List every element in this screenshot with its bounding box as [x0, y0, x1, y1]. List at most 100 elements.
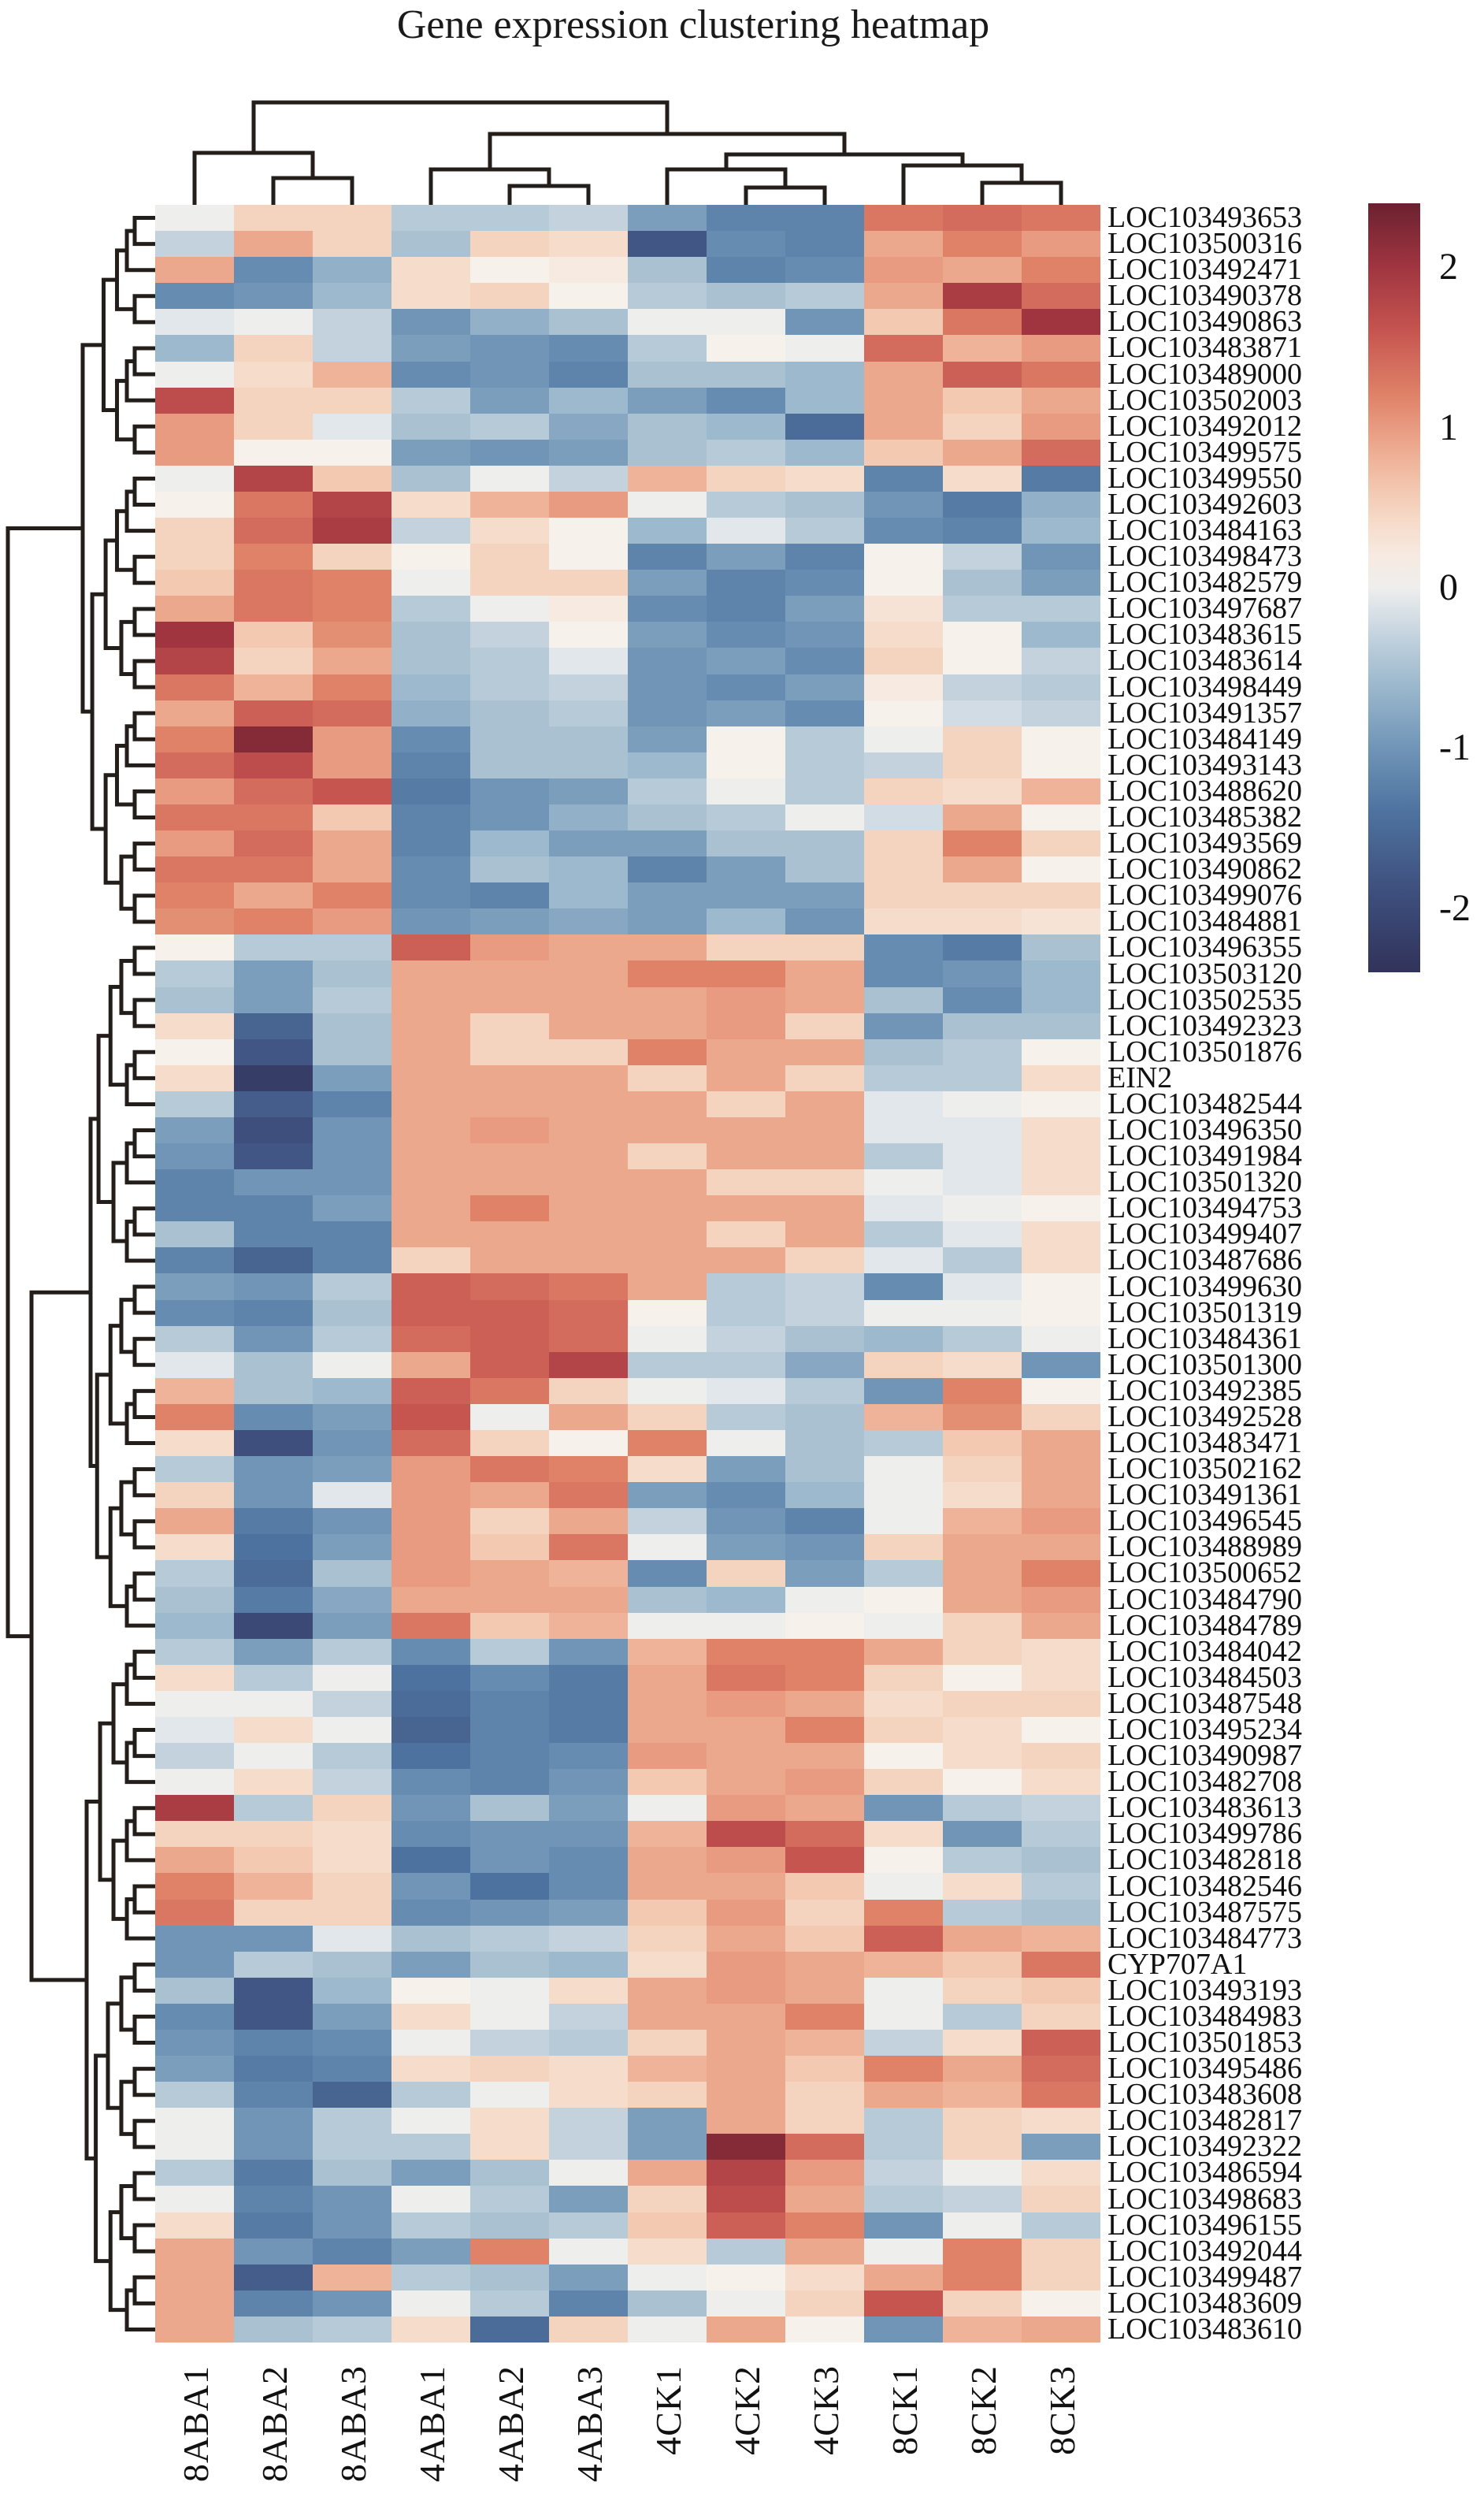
heatmap-cell	[864, 2134, 943, 2160]
heatmap-cell	[707, 1377, 785, 1404]
heatmap-cell	[707, 2264, 785, 2291]
heatmap-cell	[628, 1299, 707, 1326]
heatmap-cell	[313, 1430, 391, 1457]
heatmap-cell	[1022, 2082, 1100, 2108]
heatmap-cell	[313, 2316, 391, 2343]
heatmap-cell	[234, 205, 313, 232]
gene-label: LOC103487575	[1107, 1895, 1302, 1929]
heatmap-cell	[155, 1847, 234, 1874]
heatmap-cell	[470, 752, 549, 778]
heatmap-cell	[628, 1325, 707, 1352]
heatmap-cell	[864, 413, 943, 440]
heatmap-cell	[234, 1795, 313, 1822]
heatmap-cell	[707, 596, 785, 622]
heatmap-cell	[943, 804, 1022, 831]
heatmap-cell	[707, 1403, 785, 1430]
heatmap-cell	[313, 1508, 391, 1535]
heatmap-cell	[628, 2108, 707, 2134]
heatmap-cell	[707, 570, 785, 596]
heatmap-cell	[313, 1534, 391, 1561]
heatmap-cell	[391, 882, 470, 909]
heatmap-cell	[1022, 1664, 1100, 1691]
heatmap-cell	[313, 1873, 391, 1900]
heatmap-cell	[785, 1586, 864, 1613]
heatmap-cell	[1022, 700, 1100, 726]
heatmap-cell	[628, 1221, 707, 1248]
heatmap-cell	[628, 1821, 707, 1848]
heatmap-cell	[391, 1038, 470, 1065]
heatmap-cell	[470, 2212, 549, 2238]
heatmap-cell	[234, 1377, 313, 1404]
heatmap-cell	[313, 804, 391, 831]
heatmap-cell	[155, 2108, 234, 2134]
heatmap-cell	[313, 387, 391, 414]
heatmap-cell	[1022, 986, 1100, 1013]
heatmap-cell	[155, 387, 234, 414]
heatmap-cell	[313, 2029, 391, 2056]
heatmap-cell	[391, 1116, 470, 1144]
heatmap-cell	[707, 387, 785, 414]
heatmap-cell	[470, 2003, 549, 2030]
heatmap-cell	[1022, 205, 1100, 232]
heatmap-cell	[391, 1247, 470, 1274]
heatmap-cell	[549, 2238, 628, 2265]
heatmap-cell	[155, 335, 234, 362]
gene-label: LOC103482546	[1107, 1869, 1302, 1903]
heatmap-cell	[1022, 1586, 1100, 1613]
heatmap-cell	[234, 1012, 313, 1039]
heatmap-cell	[943, 283, 1022, 310]
heatmap-cell	[155, 1560, 234, 1587]
heatmap-cell	[470, 1482, 549, 1509]
heatmap-cell	[391, 1586, 470, 1613]
heatmap-cell	[155, 413, 234, 440]
heatmap-cell	[785, 1743, 864, 1770]
heatmap-cell	[234, 1090, 313, 1117]
gene-label: LOC103492012	[1107, 409, 1302, 443]
heatmap-cell	[313, 1899, 391, 1926]
heatmap-cell	[943, 1325, 1022, 1352]
heatmap-cell	[470, 856, 549, 883]
heatmap-cell	[391, 1977, 470, 2004]
heatmap-cell	[234, 1560, 313, 1587]
heatmap-cell	[313, 622, 391, 648]
heatmap-cell	[391, 2056, 470, 2082]
heatmap-cell	[155, 1403, 234, 1430]
heatmap-cell	[785, 1977, 864, 2004]
heatmap-cell	[234, 1925, 313, 1952]
heatmap-cell	[234, 544, 313, 570]
heatmap-cell	[628, 1612, 707, 1639]
heatmap-cell	[313, 856, 391, 883]
heatmap-cell	[391, 2212, 470, 2238]
heatmap-cell	[864, 674, 943, 700]
heatmap-cell	[155, 1769, 234, 1796]
heatmap-cell	[943, 2212, 1022, 2238]
heatmap-cell	[628, 1090, 707, 1117]
heatmap-cell	[313, 1951, 391, 1978]
heatmap-cell	[1022, 2316, 1100, 2343]
heatmap-cell	[234, 804, 313, 831]
heatmap-cell	[391, 1273, 470, 1300]
heatmap-cell	[707, 1038, 785, 1065]
heatmap-cell	[313, 1064, 391, 1091]
heatmap-cell	[313, 361, 391, 388]
heatmap-cell	[470, 960, 549, 987]
heatmap-cell	[391, 2186, 470, 2212]
heatmap-cell	[1022, 544, 1100, 570]
gene-label: EIN2	[1107, 1061, 1173, 1094]
heatmap-cell	[549, 804, 628, 831]
heatmap-cell	[864, 1090, 943, 1117]
heatmap-cell	[943, 1664, 1022, 1691]
gene-label: LOC103499786	[1107, 1817, 1302, 1851]
heatmap-cell	[470, 1221, 549, 1248]
heatmap-cell	[313, 1743, 391, 1770]
heatmap-cell	[1022, 648, 1100, 674]
heatmap-cell	[864, 283, 943, 310]
heatmap-cell	[234, 2186, 313, 2212]
gene-label: LOC103493143	[1107, 748, 1302, 782]
heatmap-cell	[470, 778, 549, 804]
heatmap-cell	[155, 1116, 234, 1144]
heatmap-cell	[628, 908, 707, 935]
heatmap-cell	[785, 1508, 864, 1535]
heatmap-cell	[549, 2029, 628, 2056]
gene-label: LOC103483614	[1107, 644, 1302, 678]
